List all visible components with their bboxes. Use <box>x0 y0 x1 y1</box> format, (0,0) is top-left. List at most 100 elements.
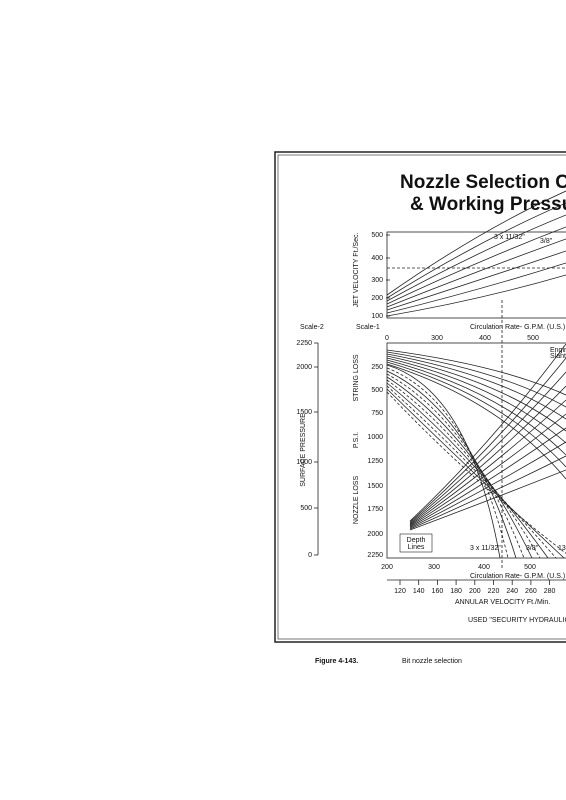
tick-label: 260 <box>525 588 537 595</box>
loss-curve <box>386 355 566 432</box>
axis-label: Circulation Rate- G.P.M. (U.S.) <box>470 573 565 580</box>
tick-label: 100 <box>371 313 383 320</box>
surface-pressure-label: SURFACE PRESSURE <box>300 413 307 487</box>
string-curve <box>386 376 533 559</box>
figure-frame <box>274 151 566 643</box>
jet-curve <box>386 202 566 299</box>
string-curve <box>386 367 509 559</box>
tick-label: 500 <box>527 335 539 342</box>
jet-curve <box>386 274 566 317</box>
nozzle-curve <box>409 399 566 526</box>
loss-curve <box>386 351 566 408</box>
tick-label: 240 <box>506 588 518 595</box>
tick-label: 280 <box>544 588 556 595</box>
jet-plot-frame <box>386 231 566 319</box>
title: & Working Pressur <box>410 194 566 215</box>
jet-velocity-label: JET VELOCITY Ft./Sec. <box>353 233 360 308</box>
loss-curve <box>386 353 566 420</box>
string-curve <box>386 373 525 559</box>
jet-curve <box>386 226 566 305</box>
tick-label: 160 <box>432 588 444 595</box>
loss-curve <box>386 363 566 480</box>
depth-label: Lines <box>408 544 425 551</box>
tick-label: 300 <box>431 335 443 342</box>
tick-label: 120 <box>394 588 406 595</box>
pressure-plot-frame <box>386 342 566 559</box>
nozzle-curve <box>409 343 566 522</box>
nozzle-curve <box>409 427 566 528</box>
tick-label: 1000 <box>367 434 383 441</box>
tick-label: 1750 <box>367 506 383 513</box>
tick-label: 2250 <box>296 340 312 347</box>
scale-label: Scale-2 <box>300 324 324 331</box>
tick-label: 300 <box>371 277 383 284</box>
psi-label: P.S.I. <box>353 432 360 448</box>
string-curve <box>386 385 557 559</box>
jet-curve <box>386 238 566 308</box>
tick-label: 500 <box>371 387 383 394</box>
note: Slant <box>550 353 566 360</box>
tick-label: 1000 <box>296 459 312 466</box>
axis-label: Circulation Rate- G.P.M. (U.S.) <box>470 324 565 331</box>
nozzle-label: 13 <box>558 545 566 552</box>
nozzle-curve <box>409 469 566 531</box>
jet-curve <box>386 214 566 302</box>
tick-label: 140 <box>413 588 425 595</box>
tick-label: 200 <box>381 564 393 571</box>
axis-label: ANNULAR VELOCITY Ft./Min. <box>455 599 550 606</box>
nozzle-label: 3 x 11/32" <box>494 234 525 241</box>
string-curve <box>386 379 541 559</box>
psi-label: STRING LOSS <box>353 354 360 401</box>
tick-label: 300 <box>428 564 440 571</box>
tick-label: 500 <box>524 564 536 571</box>
jet-curve <box>386 190 566 296</box>
nozzle-label: 3/8" <box>540 238 553 245</box>
string-curve <box>386 364 501 559</box>
loss-curve <box>386 357 566 444</box>
caption-label: Figure 4-143. <box>315 658 358 665</box>
caption-text: Bit nozzle selection <box>402 658 462 665</box>
nozzle-curve <box>409 441 566 529</box>
title: Nozzle Selection Ch <box>400 172 566 193</box>
nozzle-curve <box>409 455 566 530</box>
nozzle-curve <box>409 385 566 525</box>
string-curve <box>386 382 549 559</box>
note: Engir <box>550 347 566 354</box>
tick-label: 220 <box>488 588 500 595</box>
jet-curve <box>386 250 566 311</box>
tick-label: 400 <box>479 335 491 342</box>
tick-label: 2000 <box>367 531 383 538</box>
tick-label: 0 <box>385 335 389 342</box>
tick-label: 200 <box>469 588 481 595</box>
tick-label: 2000 <box>296 364 312 371</box>
loss-curve <box>386 349 566 396</box>
tick-label: 750 <box>371 410 383 417</box>
scale-label: Scale-1 <box>356 324 380 331</box>
string-curve <box>386 370 517 559</box>
figure-frame-inner <box>277 154 566 640</box>
tick-label: 200 <box>371 295 383 302</box>
curves <box>386 190 566 559</box>
tick-label: 400 <box>371 255 383 262</box>
loss-curve <box>386 361 566 468</box>
depth-label: Depth <box>407 537 426 544</box>
nozzle-curve <box>409 413 566 527</box>
depth-box <box>399 533 433 553</box>
psi-label: NOZZLE LOSS <box>353 476 360 525</box>
tick-label: 250 <box>371 364 383 371</box>
note: USED "SECURITY HYDRAULIC <box>468 617 566 624</box>
nozzle-label: 3/8" <box>526 545 539 552</box>
tick-label: 1500 <box>367 483 383 490</box>
tick-label: 180 <box>450 588 462 595</box>
tick-label: 500 <box>371 232 383 239</box>
jet-curve <box>386 262 566 314</box>
tick-label: 500 <box>300 505 312 512</box>
tick-label: 400 <box>478 564 490 571</box>
tick-label: 0 <box>308 552 312 559</box>
tick-label: 2250 <box>367 552 383 559</box>
tick-label: 1500 <box>296 409 312 416</box>
nozzle-curve <box>409 371 566 524</box>
nozzle-label: 3 x 11/32" <box>470 545 501 552</box>
tick-label: 1250 <box>367 458 383 465</box>
